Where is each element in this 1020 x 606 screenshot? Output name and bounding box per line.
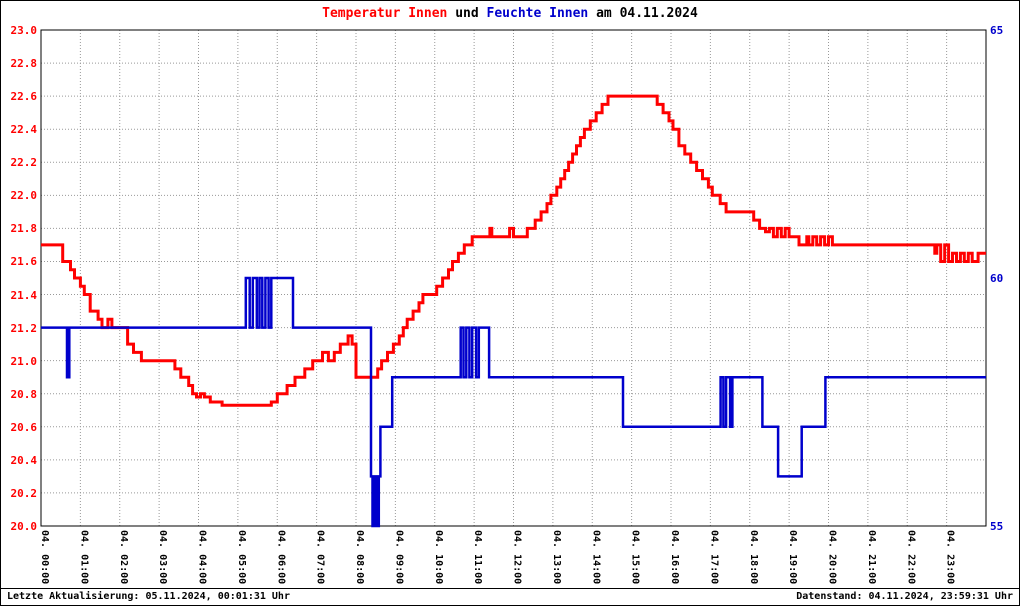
plot-border [40, 29, 987, 527]
left-axis-tick: 20.0 [10, 520, 38, 533]
x-axis-tick: 04. 09:00 [393, 530, 405, 585]
left-axis-tick: 22.4 [10, 123, 38, 137]
title-temperature-series: Temperatur Innen [322, 6, 448, 21]
x-axis-tick: 04. 08:00 [354, 530, 365, 585]
x-axis-tick: 04. 18:00 [747, 530, 759, 585]
left-axis-tick: 22.6 [10, 90, 38, 104]
left-axis-tick: 21.2 [10, 321, 38, 335]
x-axis-tick: 04. 01:00 [78, 530, 90, 585]
x-axis-tick: 04. 16:00 [669, 530, 680, 585]
x-axis-tick: 04. 14:00 [590, 530, 602, 585]
x-axis-tick: 04. 05:00 [235, 530, 247, 585]
left-axis-tick: 22.2 [10, 156, 38, 170]
left-axis-tick: 20.6 [10, 420, 38, 434]
x-axis-tick: 04. 03:00 [157, 530, 169, 585]
x-axis-tick: 04. 21:00 [865, 530, 877, 585]
x-axis-tick: 04. 19:00 [787, 530, 799, 585]
x-axis-tick: 04. 17:00 [708, 530, 720, 585]
x-axis-tick: 04. 22:00 [905, 530, 917, 585]
x-axis-tick: 04. 06:00 [275, 530, 287, 585]
left-axis-tick: 20.2 [10, 486, 38, 500]
title-humidity-series: Feuchte Innen [486, 6, 589, 21]
title-date: am 04.11.2024 [588, 6, 698, 21]
right-axis-tick: 65 [990, 24, 1004, 37]
humidity-line [41, 276, 986, 528]
left-axis-tick: 21.8 [10, 222, 38, 236]
temperature-line [41, 94, 986, 407]
x-axis-tick: 04. 11:00 [472, 530, 484, 585]
left-axis-tick: 21.4 [10, 288, 38, 302]
right-axis-tick: 55 [990, 520, 1004, 533]
x-axis-tick: 04. 07:00 [314, 530, 326, 585]
left-axis-tick: 21.0 [10, 354, 38, 368]
chart-footer: Letzte Aktualisierung: 05.11.2024, 00:01… [1, 588, 1019, 605]
left-axis-tick: 22.8 [10, 57, 38, 71]
chart-title: Temperatur Innen und Feuchte Innen am 04… [1, 6, 1019, 21]
left-axis-tick: 20.4 [10, 453, 38, 467]
title-connector: und [447, 6, 487, 21]
right-axis-tick: 60 [990, 272, 1004, 285]
x-axis-tick: 04. 00:00 [39, 530, 50, 585]
left-axis-tick: 23.0 [10, 24, 38, 37]
x-axis-tick: 04. 02:00 [117, 530, 129, 585]
x-axis-tick: 04. 12:00 [511, 530, 523, 585]
x-axis-tick: 04. 20:00 [826, 530, 838, 585]
left-axis-tick: 21.6 [10, 255, 38, 269]
x-axis-tick: 04. 13:00 [550, 530, 562, 585]
x-axis-tick: 04. 10:00 [432, 530, 444, 585]
x-axis-tick: 04. 04:00 [196, 530, 208, 585]
left-axis-tick: 22.0 [10, 189, 38, 203]
last-update-text: Letzte Aktualisierung: 05.11.2024, 00:01… [7, 591, 290, 602]
x-axis-tick: 04. 15:00 [629, 530, 641, 585]
x-axis-tick: 04. 23:00 [944, 530, 956, 585]
left-axis-tick: 20.8 [10, 387, 38, 401]
data-state-text: Datenstand: 04.11.2024, 23:59:31 Uhr [796, 591, 1013, 602]
